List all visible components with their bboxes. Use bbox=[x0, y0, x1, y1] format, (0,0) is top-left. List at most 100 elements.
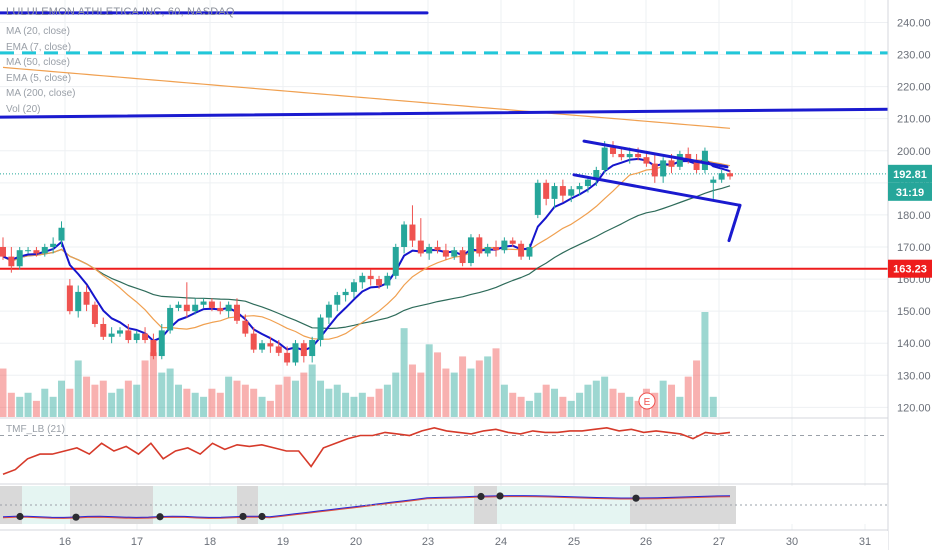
legend-item[interactable]: MA (200, close) bbox=[6, 88, 76, 100]
volume-bar bbox=[392, 372, 400, 417]
trendline bbox=[0, 107, 917, 119]
volume-bar bbox=[534, 392, 542, 417]
volume-bar bbox=[57, 380, 65, 417]
time-axis-bg bbox=[0, 531, 888, 550]
candle-body bbox=[401, 224, 408, 247]
legend-item[interactable]: Vol (20) bbox=[6, 103, 41, 115]
volume-bar bbox=[525, 400, 533, 417]
countdown-bg bbox=[888, 182, 932, 201]
candle-body bbox=[467, 237, 474, 264]
volume-bar bbox=[266, 400, 274, 417]
candle-body bbox=[501, 240, 508, 251]
price-tick-label: 210.00 bbox=[897, 114, 931, 126]
volume-bar bbox=[158, 372, 166, 417]
candle-body bbox=[518, 243, 525, 257]
time-axis: 16 17 18 19 20 23 24 25 26 27 30 31 bbox=[0, 531, 888, 550]
candle-body bbox=[284, 352, 291, 363]
price-tick-label: 200.00 bbox=[897, 146, 931, 158]
candle-body bbox=[334, 295, 341, 305]
volume-bar bbox=[225, 376, 233, 417]
volume-bar bbox=[459, 356, 467, 417]
volume-bar bbox=[258, 396, 266, 417]
candle-body bbox=[610, 147, 617, 154]
volume-bar bbox=[609, 388, 617, 417]
candle-body bbox=[267, 343, 274, 347]
legend-item[interactable]: EMA (5, close) bbox=[6, 72, 72, 84]
candle-body bbox=[250, 333, 257, 350]
time-tick-label: 17 bbox=[131, 536, 143, 548]
candle-body bbox=[442, 250, 449, 257]
candle-body bbox=[367, 275, 374, 280]
chart-title: LULULEMON ATHLETICA INC, 60, NASDAQ bbox=[6, 6, 235, 18]
candle-body bbox=[568, 189, 575, 196]
last-price-text: 192.81 bbox=[893, 169, 927, 181]
volume-bar bbox=[133, 384, 141, 417]
last-price-badge: 192.81 31:19 bbox=[888, 164, 932, 201]
time-tick-label: 19 bbox=[277, 536, 289, 548]
volume-bar bbox=[166, 368, 174, 417]
volume-bar bbox=[559, 396, 567, 417]
volume-bar bbox=[450, 372, 458, 417]
legend-item[interactable]: MA (20, close) bbox=[6, 26, 70, 37]
volume-bar bbox=[367, 396, 375, 417]
price-tick-label: 150.00 bbox=[897, 306, 931, 318]
volume-bar bbox=[659, 380, 667, 417]
support-badge-bg bbox=[888, 259, 932, 278]
candle-body bbox=[16, 250, 23, 267]
volume-bar bbox=[475, 360, 483, 417]
candle-body bbox=[727, 173, 733, 177]
volume-bar bbox=[275, 384, 283, 417]
candle-body bbox=[116, 330, 123, 334]
volume-bar bbox=[400, 328, 408, 417]
candle-body bbox=[534, 182, 541, 215]
time-tick-label: 16 bbox=[59, 536, 71, 548]
candle-body bbox=[526, 246, 533, 257]
price-tick-label: 240.00 bbox=[897, 17, 931, 29]
candle-body bbox=[676, 153, 683, 167]
volume-bar bbox=[241, 384, 249, 417]
volume-bar bbox=[74, 360, 82, 417]
candle-body bbox=[601, 147, 608, 171]
candle-body bbox=[225, 304, 232, 312]
volume-bar bbox=[7, 392, 15, 417]
candle-body bbox=[392, 246, 399, 276]
candle-body bbox=[718, 173, 725, 180]
candle-body bbox=[342, 291, 349, 296]
volume-bar bbox=[350, 396, 358, 417]
volume-bar bbox=[174, 384, 182, 417]
candle-body bbox=[300, 343, 307, 357]
candle-body bbox=[509, 240, 516, 244]
price-tick-label: 180.00 bbox=[897, 210, 931, 222]
candle-body bbox=[233, 304, 240, 321]
osc-dot bbox=[632, 494, 640, 502]
candle-body bbox=[584, 179, 591, 187]
legend-item[interactable]: MA (50, close) bbox=[6, 57, 70, 69]
volume-bar bbox=[191, 392, 199, 417]
candle-body bbox=[685, 153, 692, 161]
candle-body bbox=[33, 250, 40, 254]
volume-bar bbox=[651, 392, 659, 417]
candle-body bbox=[275, 346, 282, 353]
time-tick-label: 24 bbox=[495, 536, 507, 548]
trendline bbox=[572, 173, 742, 207]
countdown-text: 31:19 bbox=[896, 187, 924, 199]
candle-body bbox=[208, 301, 215, 308]
volume-bar bbox=[676, 396, 684, 417]
candle-body bbox=[350, 282, 357, 292]
osc-dot bbox=[16, 512, 24, 521]
oscillator-pane: 0.00 bbox=[0, 486, 918, 524]
candle-body bbox=[593, 170, 600, 180]
candle-body bbox=[626, 153, 633, 158]
grid bbox=[0, 0, 888, 531]
candles bbox=[0, 141, 733, 366]
candle-body bbox=[200, 301, 207, 305]
volume-bar bbox=[200, 396, 208, 417]
osc-dot bbox=[496, 492, 504, 500]
ma200-line bbox=[2, 66, 731, 129]
osc-line-red bbox=[2, 496, 731, 519]
tmf-line bbox=[2, 426, 731, 476]
legend-item[interactable]: EMA (7, close) bbox=[6, 41, 72, 53]
osc-zone bbox=[630, 486, 736, 524]
